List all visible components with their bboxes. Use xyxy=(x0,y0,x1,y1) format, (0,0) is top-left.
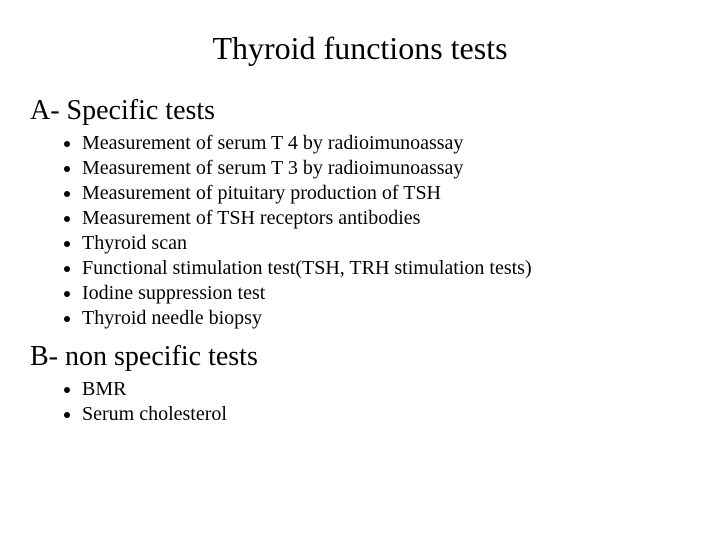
list-item: Thyroid needle biopsy xyxy=(82,306,690,331)
slide-title: Thyroid functions tests xyxy=(30,30,690,67)
section-a-heading: A- Specific tests xyxy=(30,95,690,127)
slide: Thyroid functions tests A- Specific test… xyxy=(0,0,720,540)
list-item: Measurement of pituitary production of T… xyxy=(82,181,690,206)
list-item: Measurement of serum T 4 by radioimunoas… xyxy=(82,131,690,156)
section-b-heading: B- non specific tests xyxy=(30,341,690,373)
section-b-list: BMR Serum cholesterol xyxy=(30,377,690,427)
list-item: Measurement of serum T 3 by radioimunoas… xyxy=(82,156,690,181)
list-item: Measurement of TSH receptors antibodies xyxy=(82,206,690,231)
list-item: Thyroid scan xyxy=(82,231,690,256)
list-item: Functional stimulation test(TSH, TRH sti… xyxy=(82,256,690,281)
section-a-list: Measurement of serum T 4 by radioimunoas… xyxy=(30,131,690,331)
list-item: BMR xyxy=(82,377,690,402)
list-item: Iodine suppression test xyxy=(82,281,690,306)
list-item: Serum cholesterol xyxy=(82,402,690,427)
